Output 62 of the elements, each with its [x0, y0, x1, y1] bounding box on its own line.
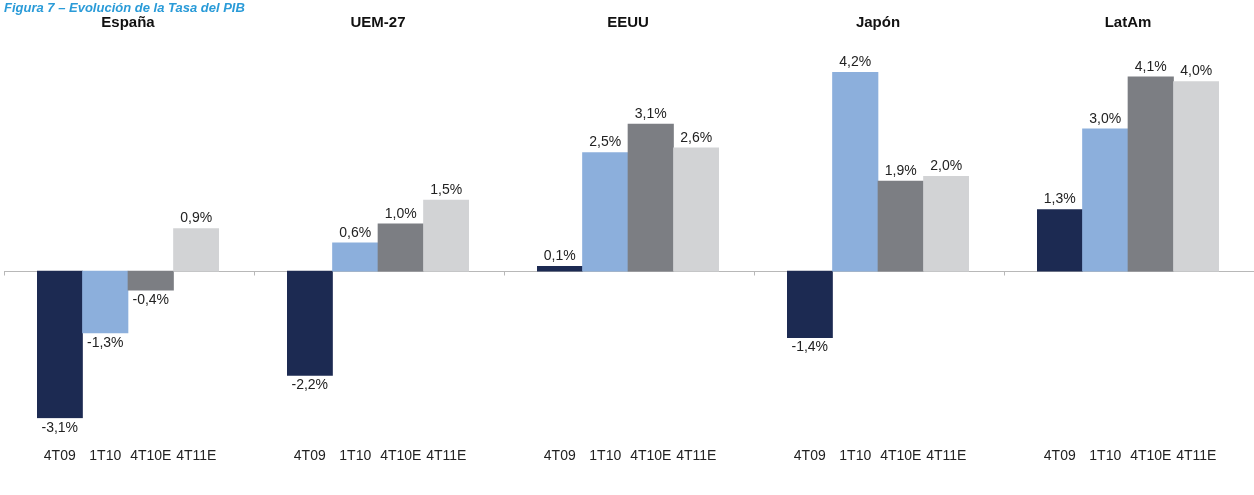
data-label: 3,1% — [634, 105, 667, 122]
data-label: 1,3% — [1043, 190, 1076, 207]
data-label: 1,5% — [430, 180, 463, 197]
data-label: 0,6% — [339, 223, 372, 240]
x-tick-label: 4T10E — [380, 447, 422, 464]
x-tick-label: 4T11E — [176, 447, 217, 464]
x-tick-label: 4T10E — [880, 447, 922, 464]
x-tick-label: 1T10 — [839, 447, 872, 464]
x-tick-label: 1T10 — [1089, 447, 1122, 464]
x-tick-label: 4T09 — [543, 447, 576, 464]
x-tick-label: 4T11E — [426, 447, 467, 464]
bar — [582, 152, 629, 272]
data-label: -3,1% — [41, 419, 79, 436]
bar — [537, 266, 583, 272]
bar — [423, 199, 469, 272]
data-label: 4,1% — [1134, 57, 1167, 74]
x-tick-label: 4T09 — [43, 447, 76, 464]
x-tick-label: 4T09 — [793, 447, 826, 464]
x-tick-label: 4T10E — [1130, 447, 1172, 464]
data-label: 2,6% — [680, 128, 713, 145]
bar — [377, 223, 424, 272]
chart-title: LatAm — [1104, 13, 1152, 31]
x-tick-label: 4T09 — [293, 447, 326, 464]
x-tick-label: 4T10E — [630, 447, 672, 464]
bar — [832, 72, 879, 272]
x-tick-label: 4T11E — [1176, 447, 1217, 464]
bar — [287, 270, 333, 376]
x-tick-label: 1T10 — [589, 447, 622, 464]
chart-title: España — [101, 13, 156, 31]
bar — [332, 242, 379, 272]
chart-title: Japón — [855, 13, 901, 31]
bar — [673, 147, 719, 272]
data-label: 2,5% — [589, 133, 622, 150]
bar — [923, 176, 969, 272]
x-tick-label: 1T10 — [89, 447, 122, 464]
x-tick-label: 4T11E — [676, 447, 717, 464]
bar — [1037, 209, 1083, 272]
data-label: -1,3% — [86, 333, 124, 350]
data-label: 1,0% — [384, 204, 417, 221]
text: Figura 7 – Evolución de la Tasa del PIB — [4, 0, 245, 15]
bar — [877, 180, 924, 272]
bar — [1173, 81, 1219, 272]
data-label: -0,4% — [132, 291, 170, 308]
bar — [1127, 76, 1174, 272]
bar — [627, 123, 674, 272]
x-tick-label: 4T10E — [130, 447, 172, 464]
data-label: 2,0% — [930, 157, 963, 174]
x-tick-label: 1T10 — [339, 447, 372, 464]
data-label: -1,4% — [791, 338, 829, 355]
data-label: 3,0% — [1089, 109, 1122, 126]
bar — [787, 270, 833, 338]
chart-title: UEM-27 — [350, 13, 406, 31]
x-tick-label: 4T09 — [1043, 447, 1076, 464]
data-label: 0,1% — [543, 247, 576, 264]
data-label: 4,2% — [839, 52, 872, 69]
data-label: 1,9% — [884, 161, 917, 178]
x-tick-label: 4T11E — [926, 447, 967, 464]
data-label: -2,2% — [291, 376, 329, 393]
data-label: 0,9% — [180, 209, 213, 226]
data-label: 4,0% — [1180, 62, 1213, 79]
bar — [1082, 128, 1129, 272]
chart-title: EEUU — [607, 13, 649, 31]
